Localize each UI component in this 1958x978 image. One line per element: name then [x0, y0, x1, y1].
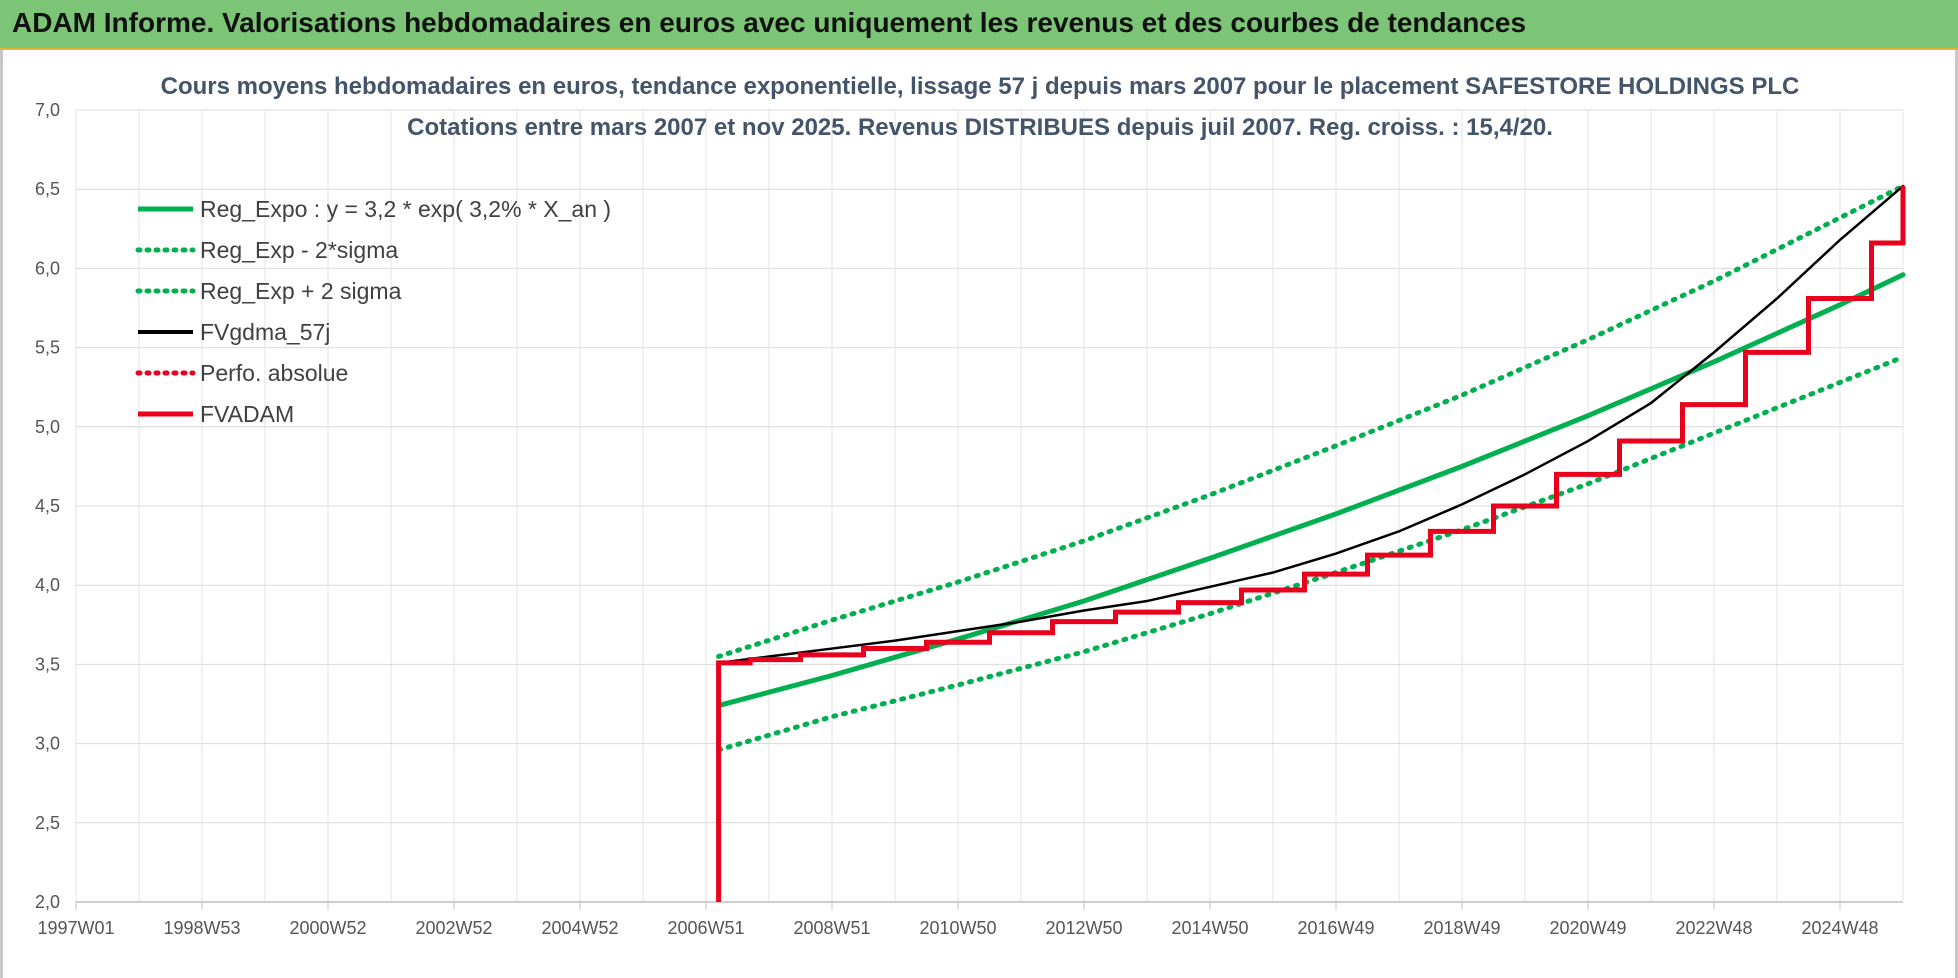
report-banner: ADAM Informe. Valorisations hebdomadaire… — [0, 0, 1958, 50]
x-tick-label: 2004W52 — [541, 918, 618, 938]
legend-label: Reg_Exp + 2 sigma — [200, 278, 402, 304]
y-tick-label: 4,5 — [35, 496, 60, 516]
legend-label: Reg_Exp - 2*sigma — [200, 237, 398, 263]
series-line-fvadam — [716, 186, 1906, 902]
x-tick-label: 2000W52 — [289, 918, 366, 938]
y-tick-label: 6,0 — [35, 258, 60, 278]
legend-label: FVADAM — [200, 401, 294, 427]
y-tick-label: 4,0 — [35, 575, 60, 595]
axis-layer: 2,0 2,5 3,0 3,5 4,0 4,5 5,0 5,5 6,0 6,5 7,0 1997W01… — [35, 100, 1903, 938]
series-layer — [716, 183, 1906, 902]
y-tick-label: 5,0 — [35, 417, 60, 437]
legend-label: Reg_Expo : y = 3,2 * exp( 3,2% * X_an ) — [200, 196, 611, 222]
x-tick-label: 2008W51 — [793, 918, 870, 938]
line-chart: 2,0 2,5 3,0 3,5 4,0 4,5 5,0 5,5 6,0 6,5 7,0 1997W01… — [35, 73, 1906, 938]
x-tick-label: 2016W49 — [1297, 918, 1374, 938]
y-tick-label: 2,5 — [35, 813, 60, 833]
chart-title-line-1: Cours moyens hebdomadaires en euros, ten… — [161, 73, 1800, 100]
y-tick-label: 7,0 — [35, 100, 60, 120]
x-tick-label: 1997W01 — [37, 918, 114, 938]
chart-frame: 2,0 2,5 3,0 3,5 4,0 4,5 5,0 5,5 6,0 6,5 7,0 1997W01… — [0, 50, 1958, 978]
x-tick-label: 2020W49 — [1549, 918, 1626, 938]
x-tick-label: 1998W53 — [163, 918, 240, 938]
x-tick-label: 2014W50 — [1171, 918, 1248, 938]
series-line-reg_exp — [716, 183, 1906, 659]
x-tick-label: 2012W50 — [1045, 918, 1122, 938]
chart-title-line-2: Cotations entre mars 2007 et nov 2025. R… — [407, 114, 1553, 141]
x-tick-label: 2022W48 — [1675, 918, 1752, 938]
y-tick-label: 2,0 — [35, 892, 60, 912]
x-tick-label: 2002W52 — [415, 918, 492, 938]
y-tick-label: 6,5 — [35, 179, 60, 199]
series-line-fvgdma_57j — [717, 184, 1905, 665]
grid-layer — [75, 109, 1904, 903]
legend-label: FVgdma_57j — [200, 319, 330, 345]
series-line-reg_expo — [716, 272, 1906, 709]
y-tick-label: 5,5 — [35, 338, 60, 358]
chart-legend: Reg_Expo : y = 3,2 * exp( 3,2% * X_an ) R… — [135, 196, 611, 427]
x-tick-label: 2024W48 — [1801, 918, 1878, 938]
legend-label: Perfo. absolue — [200, 360, 348, 386]
y-tick-label: 3,0 — [35, 734, 60, 754]
series-line-reg_exp — [716, 354, 1906, 753]
x-tick-label: 2006W51 — [667, 918, 744, 938]
report-title: ADAM Informe. Valorisations hebdomadaire… — [12, 7, 1527, 38]
x-tick-label: 2018W49 — [1423, 918, 1500, 938]
x-tick-label: 2010W50 — [919, 918, 996, 938]
y-tick-label: 3,5 — [35, 654, 60, 674]
